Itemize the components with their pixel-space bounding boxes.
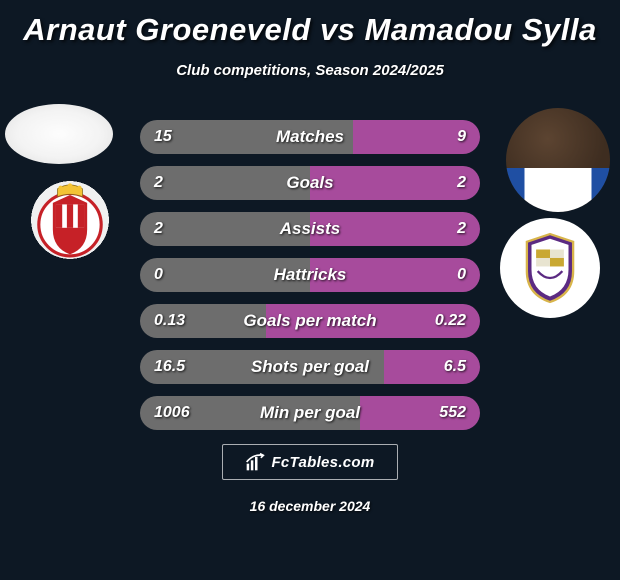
subtitle: Club competitions, Season 2024/2025 (0, 62, 620, 79)
stat-row: 159Matches (140, 120, 480, 154)
stat-label: Goals per match (140, 304, 480, 338)
stat-label: Assists (140, 212, 480, 246)
stat-label: Shots per goal (140, 350, 480, 384)
stat-label: Hattricks (140, 258, 480, 292)
brand-box: FcTables.com (222, 444, 398, 480)
stat-row: 0.130.22Goals per match (140, 304, 480, 338)
stat-row: 16.56.5Shots per goal (140, 350, 480, 384)
player-left-avatar (5, 104, 113, 164)
stat-label: Goals (140, 166, 480, 200)
stat-row: 00Hattricks (140, 258, 480, 292)
stat-row: 1006552Min per goal (140, 396, 480, 430)
fctables-logo-icon (245, 452, 265, 472)
page-title: Arnaut Groeneveld vs Mamadou Sylla (0, 0, 620, 48)
stat-row: 22Goals (140, 166, 480, 200)
valladolid-crest-icon (519, 231, 581, 305)
stat-label: Matches (140, 120, 480, 154)
stat-label: Min per goal (140, 396, 480, 430)
date-text: 16 december 2024 (0, 498, 620, 514)
girona-crest-icon (31, 181, 109, 259)
club-left-crest (20, 170, 120, 270)
stat-row: 22Assists (140, 212, 480, 246)
player-right-avatar (506, 108, 610, 212)
brand-text: FcTables.com (271, 454, 374, 471)
club-right-crest (500, 218, 600, 318)
comparison-bars: 159Matches 22Goals 22Assists 00Hattricks 0.1… (140, 120, 480, 442)
